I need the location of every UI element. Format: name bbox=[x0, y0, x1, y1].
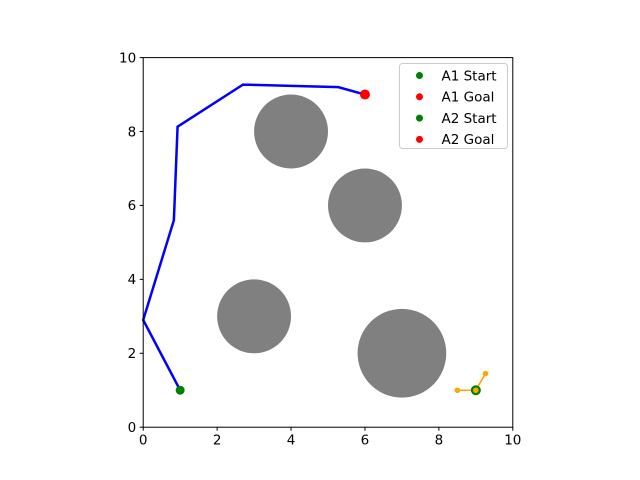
x-tick-label: 4 bbox=[287, 432, 296, 448]
obstacle-circle bbox=[217, 279, 292, 354]
obstacle-circle bbox=[328, 168, 402, 243]
y-tick-label: 4 bbox=[128, 272, 137, 288]
tree-node-marker bbox=[473, 387, 479, 394]
x-tick-label: 6 bbox=[361, 432, 370, 448]
legend-marker-a1-start-icon bbox=[416, 72, 423, 79]
legend: A1 Start A1 Goal A2 Start A2 Goal bbox=[399, 63, 508, 149]
legend-label-a1-start: A1 Start bbox=[442, 68, 497, 84]
y-tick-label: 8 bbox=[128, 124, 137, 140]
x-tick-label: 8 bbox=[435, 432, 444, 448]
y-tick-label: 0 bbox=[128, 420, 137, 436]
y-tick-label: 10 bbox=[119, 50, 136, 66]
tree-node-marker bbox=[454, 387, 461, 394]
marker-a1-start bbox=[175, 385, 185, 395]
legend-marker-a1-goal-icon bbox=[416, 93, 423, 101]
legend-box bbox=[399, 63, 508, 149]
x-tick-label: 10 bbox=[504, 432, 521, 448]
marker-a1-goal bbox=[359, 89, 370, 100]
y-tick-label: 6 bbox=[128, 198, 137, 214]
x-tick-label: 2 bbox=[213, 432, 222, 448]
legend-label-a2-start: A2 Start bbox=[442, 111, 497, 127]
plot-content: 0 2 4 6 8 10 0 2 4 6 8 10 bbox=[119, 50, 521, 448]
x-tick-label: 0 bbox=[139, 432, 148, 448]
obstacle-circle bbox=[357, 308, 447, 398]
y-tick-label: 2 bbox=[128, 346, 137, 362]
obstacle-circle bbox=[254, 94, 328, 169]
legend-label-a1-goal: A1 Goal bbox=[442, 90, 495, 106]
legend-label-a2-goal: A2 Goal bbox=[442, 132, 495, 148]
legend-marker-a2-goal-icon bbox=[416, 135, 423, 143]
axes-frame bbox=[142, 57, 514, 428]
legend-marker-a2-start-icon bbox=[416, 114, 423, 122]
series-line-a2-tree bbox=[456, 372, 487, 392]
tree-node-marker bbox=[482, 370, 489, 377]
